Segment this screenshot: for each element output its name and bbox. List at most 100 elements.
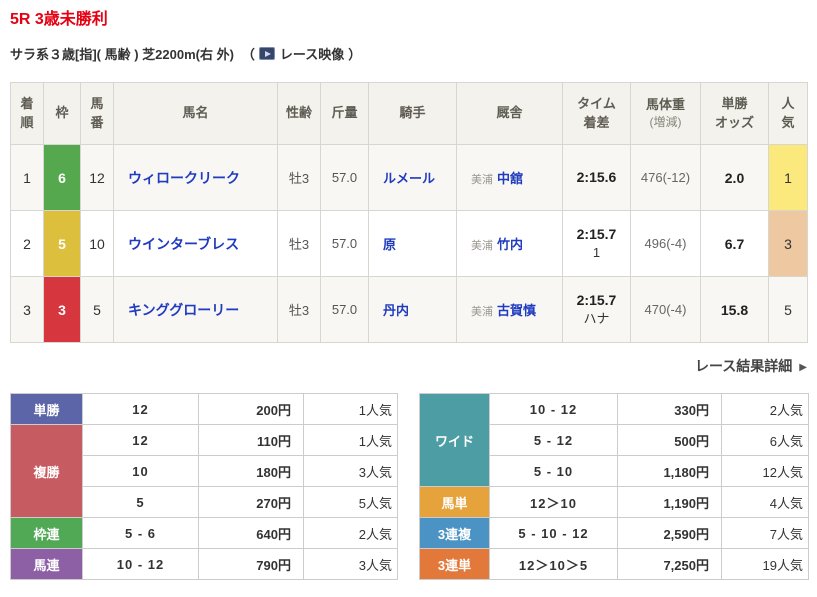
payout-row: 10 180円 3人気 [11, 455, 398, 488]
payout-type-umaren: 馬連 [10, 548, 83, 581]
race-result-detail-link[interactable]: レース結果詳細 ▶ [694, 358, 807, 375]
payout-popularity: 3人気 [303, 455, 398, 488]
payout-row: ワイド 10 - 12 330円 2人気 [419, 393, 809, 488]
sex-age: 牡3 [277, 144, 321, 212]
payout-type-fukusho: 複勝 [10, 424, 83, 519]
payout-combination: 12＞10＞5 [489, 548, 618, 581]
col-header-horse-number: 馬番 [80, 82, 114, 146]
carried-weight: 57.0 [320, 144, 369, 212]
payout-combination: 5 - 10 - 12 [489, 517, 618, 550]
payout-popularity: 1人気 [303, 393, 398, 426]
chevron-right-icon: ▶ [799, 362, 807, 374]
payout-type-tansho: 単勝 [10, 393, 83, 426]
col-header-win-odds: 単勝 オッズ [700, 82, 769, 146]
payout-combination: 12 [82, 424, 199, 457]
payout-amount: 270円 [198, 486, 304, 519]
jockey-cell: ルメール [368, 144, 457, 212]
time-margin-cell: 2:15.7 1 [562, 210, 631, 278]
jockey-link[interactable]: ルメール [383, 171, 436, 187]
payout-combination: 10 - 12 [82, 548, 199, 581]
payout-row: 3連複 5 - 10 - 12 2,590円 7人気 [419, 517, 809, 550]
payout-popularity: 3人気 [303, 548, 398, 581]
trainer-link[interactable]: 古賀慎 [497, 303, 537, 319]
stable-cell: 美浦 中舘 [456, 144, 563, 212]
col-header-body-weight: 馬体重 (増減) [630, 82, 701, 146]
result-row-2: 2 5 10 ウインターブレス 牡3 57.0 原 美浦 竹内 2:15.7 1 4… [10, 210, 808, 278]
payout-popularity: 19人気 [721, 548, 809, 581]
payout-combination: 12 [82, 393, 199, 426]
col-header-frame: 枠 [43, 82, 81, 146]
payout-row: 複勝 12 110円 1人気 [10, 424, 398, 519]
time-margin-cell: 2:15.7 ハナ [562, 276, 631, 344]
jockey-link[interactable]: 原 [383, 237, 397, 253]
payout-table-right: ワイド 10 - 12 330円 2人気 5 - 12 500円 6人気 5 -… [419, 393, 809, 581]
race-video-icon[interactable] [258, 47, 275, 61]
payout-section: 単勝 12 200円 1人気 複勝 12 110円 1人気 10 180円 3人… [10, 393, 809, 581]
payout-combination: 5 - 10 [489, 455, 618, 488]
payout-row: 単勝 12 200円 1人気 [10, 393, 398, 426]
payout-combination: 5 [82, 486, 199, 519]
trainer-link[interactable]: 竹内 [497, 237, 524, 253]
win-odds: 15.8 [700, 276, 769, 344]
carried-weight: 57.0 [320, 276, 369, 344]
win-odds: 2.0 [700, 144, 769, 212]
payout-row: 馬連 10 - 12 790円 3人気 [10, 548, 398, 581]
win-odds: 6.7 [700, 210, 769, 278]
payout-type-wakuren: 枠連 [10, 517, 83, 550]
stable-area-label: 美浦 [471, 240, 493, 253]
horse-name-link[interactable]: キンググローリー [128, 301, 240, 318]
jockey-link[interactable]: 丹内 [383, 303, 410, 319]
col-header-finish-position: 着順 [10, 82, 44, 146]
frame-number: 3 [43, 276, 81, 344]
col-header-carried-weight: 斤量 [320, 82, 369, 146]
col-header-time-margin: タイム 着差 [562, 82, 631, 146]
payout-amount: 1,180円 [617, 455, 722, 488]
horse-name-link[interactable]: ウインターブレス [128, 235, 240, 252]
race-video-link[interactable]: レース映像 [279, 47, 345, 63]
horse-number: 12 [80, 144, 114, 212]
payout-combination: 10 - 12 [489, 393, 618, 426]
popularity: 3 [768, 210, 808, 278]
payout-popularity: 2人気 [303, 517, 398, 550]
horse-name-cell: ウインターブレス [113, 210, 278, 278]
payout-amount: 640円 [198, 517, 304, 550]
payout-combination: 5 - 12 [489, 424, 618, 457]
payout-row: 5 - 12 500円 6人気 [420, 424, 809, 457]
payout-amount: 330円 [617, 393, 722, 426]
result-row-1: 1 6 12 ウィロークリーク 牡3 57.0 ルメール 美浦 中舘 2:15.6… [10, 144, 808, 212]
col-header-horse-name: 馬名 [113, 82, 278, 146]
trainer-link[interactable]: 中舘 [497, 171, 524, 187]
payout-popularity: 12人気 [721, 455, 809, 488]
stable-area-label: 美浦 [471, 306, 493, 319]
payout-type-sanrentan: 3連単 [419, 548, 490, 581]
stable-area-label: 美浦 [471, 174, 493, 187]
frame-number: 6 [43, 144, 81, 212]
payout-row: 5 270円 5人気 [11, 486, 398, 519]
payout-amount: 2,590円 [617, 517, 722, 550]
result-row-3: 3 3 5 キンググローリー 牡3 57.0 丹内 美浦 古賀慎 2:15.7 ハナ… [10, 276, 808, 344]
carried-weight: 57.0 [320, 210, 369, 278]
popularity: 1 [768, 144, 808, 212]
stable-cell: 美浦 竹内 [456, 210, 563, 278]
sex-age: 牡3 [277, 210, 321, 278]
finish-position: 2 [10, 210, 44, 278]
payout-row: 5 - 10 1,180円 12人気 [420, 455, 809, 488]
finish-position: 1 [10, 144, 44, 212]
horse-name-cell: キンググローリー [113, 276, 278, 344]
horse-name-cell: ウィロークリーク [113, 144, 278, 212]
payout-type-wide: ワイド [419, 393, 490, 488]
payout-amount: 500円 [617, 424, 722, 457]
col-header-stable: 厩舎 [456, 82, 563, 146]
time-margin-cell: 2:15.6 [562, 144, 631, 212]
finish-position: 3 [10, 276, 44, 344]
payout-amount: 180円 [198, 455, 304, 488]
body-weight: 476(-12) [630, 144, 701, 212]
payout-amount: 200円 [198, 393, 304, 426]
payout-popularity: 2人気 [721, 393, 809, 426]
payout-popularity: 1人気 [303, 424, 398, 457]
payout-row: 3連単 12＞10＞5 7,250円 19人気 [419, 548, 809, 581]
payout-popularity: 5人気 [303, 486, 398, 519]
body-weight: 496(-4) [630, 210, 701, 278]
payout-amount: 790円 [198, 548, 304, 581]
horse-name-link[interactable]: ウィロークリーク [128, 169, 240, 186]
